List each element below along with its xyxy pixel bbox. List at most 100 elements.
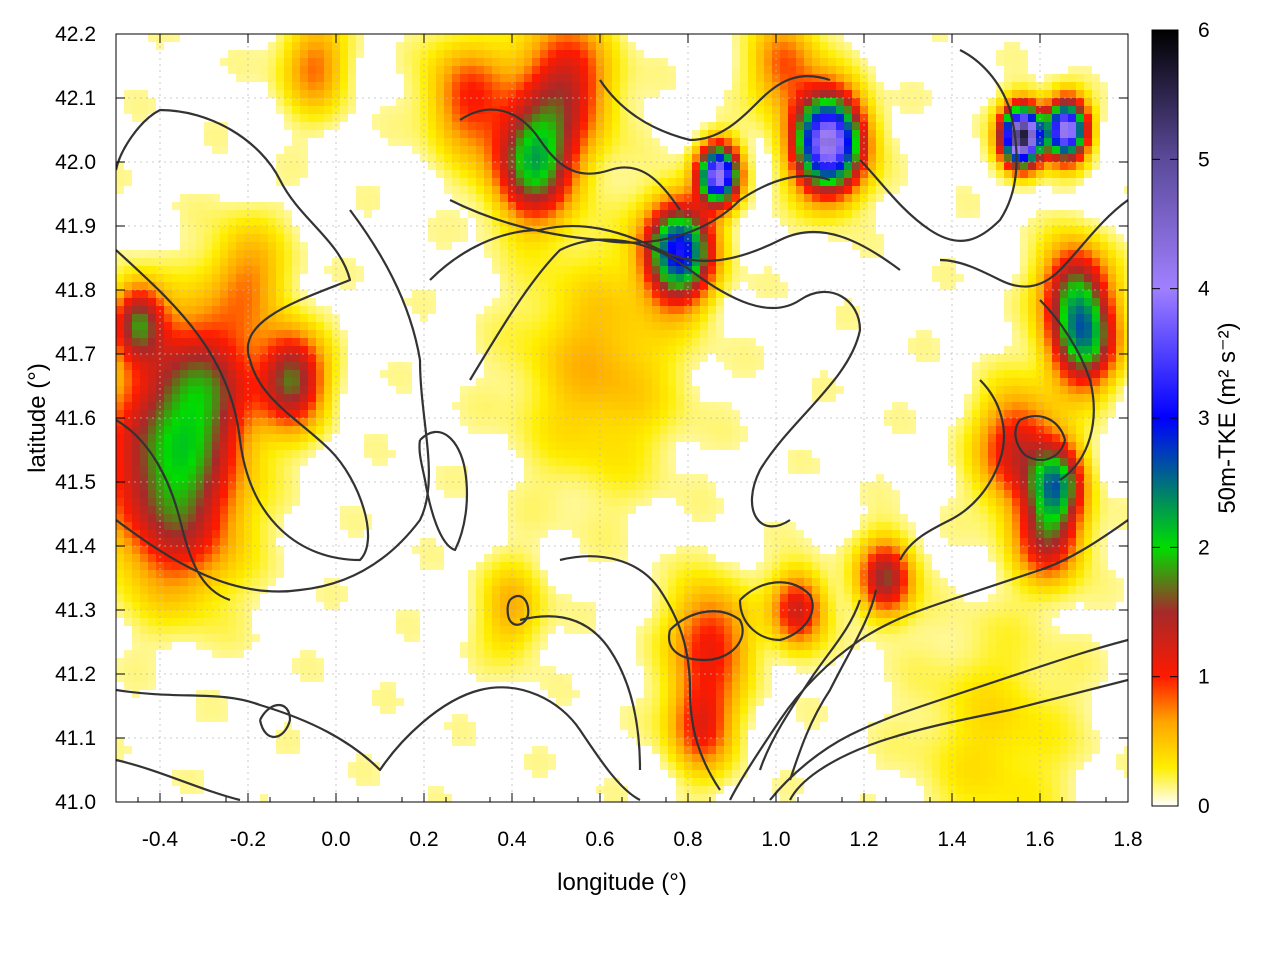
tke-cell [1068,130,1076,138]
tke-cell [516,362,524,370]
tke-cell [1076,338,1084,346]
tke-cell [212,450,220,458]
tke-cell [140,330,148,338]
tke-cell [436,474,444,482]
tke-cell [668,322,676,330]
tke-cell [356,522,364,530]
tke-cell [148,362,156,370]
tke-cell [220,346,228,354]
tke-cell [196,466,204,474]
tke-cell [812,34,820,42]
tke-cell [580,210,588,218]
tke-cell [220,138,228,146]
tke-cell [724,178,732,186]
tke-cell [860,106,868,114]
tke-cell [196,250,204,258]
tke-cell [356,274,364,282]
tke-cell [900,530,908,538]
tke-cell [1004,122,1012,130]
tke-cell [524,186,532,194]
tke-cell [180,226,188,234]
tke-cell [540,154,548,162]
tke-cell [716,306,724,314]
tke-cell [836,170,844,178]
tke-cell [564,50,572,58]
tke-cell [1124,370,1128,378]
tke-cell [988,482,996,490]
tke-cell [252,234,260,242]
tke-cell [620,34,628,42]
tke-cell [348,66,356,74]
tke-cell [1028,274,1036,282]
tke-cell [756,130,764,138]
tke-cell [1044,330,1052,338]
tke-cell [1028,546,1036,554]
tke-cell [324,106,332,114]
tke-cell [892,178,900,186]
tke-cell [980,122,988,130]
tke-cell [668,218,676,226]
tke-cell [588,338,596,346]
tke-cell [780,546,788,554]
tke-cell [676,370,684,378]
tke-cell [1116,330,1124,338]
tke-cell [764,98,772,106]
tke-cell [124,498,132,506]
tke-cell [1084,82,1092,90]
tke-cell [340,274,348,282]
tke-cell [484,338,492,346]
tke-cell [1012,274,1020,282]
tke-cell [780,210,788,218]
tke-cell [500,410,508,418]
tke-cell [716,146,724,154]
tke-cell [1092,74,1100,82]
tke-cell [212,442,220,450]
tke-cell [308,298,316,306]
tke-cell [396,362,404,370]
tke-cell [732,202,740,210]
tke-cell [636,282,644,290]
tke-cell [900,410,908,418]
tke-cell [996,418,1004,426]
tke-cell [980,450,988,458]
tke-cell [252,338,260,346]
tke-cell [428,114,436,122]
tke-cell [828,122,836,130]
tke-cell [556,498,564,506]
tke-cell [628,474,636,482]
tke-cell [204,138,212,146]
tke-cell [860,514,868,522]
tke-cell [628,226,636,234]
tke-cell [468,418,476,426]
tke-cell [620,498,628,506]
tke-cell [876,234,884,242]
tke-cell [828,386,836,394]
tke-cell [660,410,668,418]
tke-cell [1092,290,1100,298]
tke-cell [780,74,788,82]
tke-cell [292,370,300,378]
tke-cell [972,442,980,450]
tke-cell [596,514,604,522]
tke-cell [284,50,292,58]
tke-cell [852,314,860,322]
tke-cell [996,170,1004,178]
tke-cell [676,306,684,314]
tke-cell [524,442,532,450]
tke-cell [844,74,852,82]
tke-cell [1012,362,1020,370]
tke-cell [236,362,244,370]
tke-cell [492,410,500,418]
tke-cell [1004,466,1012,474]
tke-cell [892,522,900,530]
tke-cell [1020,66,1028,74]
tke-cell [1068,362,1076,370]
tke-cell [780,146,788,154]
tke-cell [588,266,596,274]
tke-cell [1052,426,1060,434]
tke-cell [636,346,644,354]
tke-cell [580,218,588,226]
tke-cell [700,234,708,242]
tke-cell [252,482,260,490]
